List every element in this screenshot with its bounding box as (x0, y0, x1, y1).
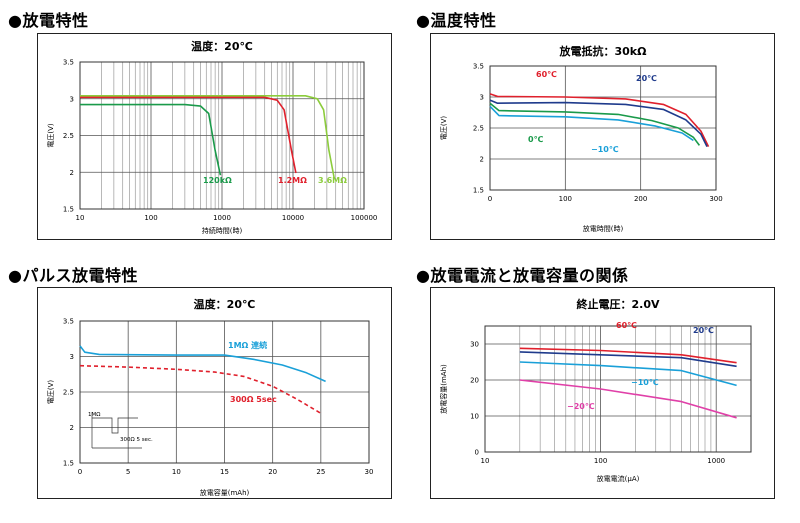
y-tick-label: 3.5 (473, 63, 484, 71)
y-tick-label: 3 (480, 94, 484, 102)
series-label-0: 120kΩ (203, 176, 232, 185)
inset-pulse-waveform (92, 417, 138, 434)
x-tick-label: 0 (78, 468, 82, 476)
y-tick-label: 30 (470, 341, 479, 349)
x-tick-label: 100 (559, 195, 572, 203)
series-label-0: 60℃ (616, 321, 637, 330)
x-tick-label: 10 (172, 468, 181, 476)
series-line-3 (519, 379, 737, 419)
x-tick-label: 100 (594, 457, 607, 465)
series-label-0: 60℃ (536, 70, 557, 79)
series-label-1: 20℃ (636, 74, 657, 83)
chart-title: 放電抵抗：30kΩ (559, 44, 648, 58)
series-label-2: 3.6MΩ (318, 176, 347, 185)
x-tick-label: 10 (76, 214, 85, 222)
series-line-2 (489, 102, 701, 146)
x-axis-label: 放電容量(mAh) (200, 488, 250, 497)
discharge-chart: 温度：20℃ 10 100 1000 10000 100000 1.5 2 2.5 3 3.5 持続時… (47, 39, 378, 235)
section-title-current-capacity: ●放電電流と放電容量の関係 (416, 266, 629, 285)
y-tick-label: 2.5 (63, 132, 74, 140)
series-line-0 (489, 93, 710, 147)
y-axis-label: 電圧(V) (440, 116, 448, 141)
inset-label-pulse: 300Ω 5 sec. (120, 437, 153, 443)
x-tick-label: 5 (126, 468, 130, 476)
y-axis-label: 放電容量(mAh) (439, 364, 448, 414)
x-tick-label: 0 (488, 195, 492, 203)
x-tick-label: 25 (316, 468, 325, 476)
series-line-0 (80, 103, 222, 176)
series-label-2: 0℃ (528, 135, 544, 144)
section-title-pulse: ●パルス放電特性 (8, 266, 138, 285)
inset-label-1mohm: 1MΩ (88, 412, 100, 418)
plot-frame (79, 61, 365, 210)
series-line-1 (79, 364, 322, 414)
section-title-temperature: ●温度特性 (416, 11, 497, 30)
section-title-discharge: ●放電特性 (8, 11, 89, 30)
chart-panel-current-capacity: 終止電圧：2.0V 10 100 1000 0 10 20 30 放電電流(μA) 放電容量(mA… (430, 287, 775, 499)
x-tick-label: 100000 (351, 214, 378, 222)
y-tick-label: 3.5 (63, 59, 74, 67)
series-line-0 (79, 345, 326, 383)
chart-panel-temperature: 放電抵抗：30kΩ 0 100 200 300 1.5 2 2.5 3 3.5 放電時間(時) 電圧(… (430, 33, 775, 240)
x-tick-label: 15 (220, 468, 229, 476)
x-tick-label: 10 (481, 457, 490, 465)
y-axis-label: 電圧(V) (47, 380, 55, 405)
x-tick-label: 100 (144, 214, 157, 222)
x-tick-label: 200 (634, 195, 647, 203)
y-tick-label: 0 (475, 449, 479, 457)
series-line-1 (519, 351, 737, 368)
y-tick-label: 10 (470, 413, 479, 421)
x-axis-label: 持続時間(時) (202, 226, 243, 235)
series-line-1 (489, 99, 708, 147)
y-tick-label: 3.5 (63, 318, 74, 326)
y-axis-label: 電圧(V) (47, 123, 55, 148)
plot-frame (489, 65, 717, 191)
series-label-1: 1.2MΩ (278, 176, 307, 185)
x-axis-label: 放電電流(μA) (597, 474, 640, 483)
y-tick-label: 2.5 (63, 389, 74, 397)
chart-title: 温度：20℃ (194, 297, 256, 311)
series-line-2 (80, 95, 335, 179)
plot-frame (484, 325, 752, 453)
series-label-3: −20℃ (567, 402, 595, 411)
series-label-2: −10℃ (631, 378, 659, 387)
y-tick-label: 3 (70, 353, 74, 361)
x-tick-label: 300 (709, 195, 722, 203)
plot-frame (79, 320, 370, 464)
x-tick-label: 30 (365, 468, 374, 476)
y-tick-label: 2 (70, 424, 74, 432)
y-tick-label: 1.5 (63, 206, 74, 214)
x-tick-label: 1000 (707, 457, 725, 465)
series-line-2 (519, 361, 737, 387)
x-tick-label: 10000 (282, 214, 304, 222)
series-label-3: −10℃ (591, 145, 619, 154)
chart-panel-pulse: 温度：20℃ 0 5 10 15 20 25 30 1.5 2 2.5 3 3.5 放電容量(mAh) 電圧… (37, 287, 392, 499)
y-tick-label: 1.5 (63, 460, 74, 468)
chart-title: 終止電圧：2.0V (577, 297, 660, 311)
temperature-chart: 放電抵抗：30kΩ 0 100 200 300 1.5 2 2.5 3 3.5 放電時間(時) 電圧(… (440, 44, 723, 233)
series-line-0 (519, 347, 737, 364)
y-tick-label: 2.5 (473, 125, 484, 133)
x-tick-label: 1000 (213, 214, 231, 222)
series-label-1: 300Ω 5sec (230, 395, 277, 404)
x-axis-label: 放電時間(時) (583, 224, 624, 233)
series-line-1 (80, 96, 297, 174)
series-label-0: 1MΩ 連続 (228, 340, 267, 350)
x-tick-label: 20 (268, 468, 277, 476)
y-tick-label: 1.5 (473, 187, 484, 195)
y-tick-label: 3 (70, 95, 74, 103)
series-label-1: 20℃ (693, 326, 714, 335)
pulse-chart: 温度：20℃ 0 5 10 15 20 25 30 1.5 2 2.5 3 3.5 放電容量(mAh) 電圧… (47, 297, 374, 497)
y-tick-label: 2 (70, 169, 74, 177)
y-tick-label: 2 (480, 156, 484, 164)
chart-panel-discharge: 温度：20℃ 10 100 1000 10000 100000 1.5 2 2.5 3 3.5 持続時… (37, 33, 392, 240)
chart-title: 温度：20℃ (191, 39, 253, 53)
y-tick-label: 20 (470, 377, 479, 385)
series-line-3 (489, 105, 694, 142)
